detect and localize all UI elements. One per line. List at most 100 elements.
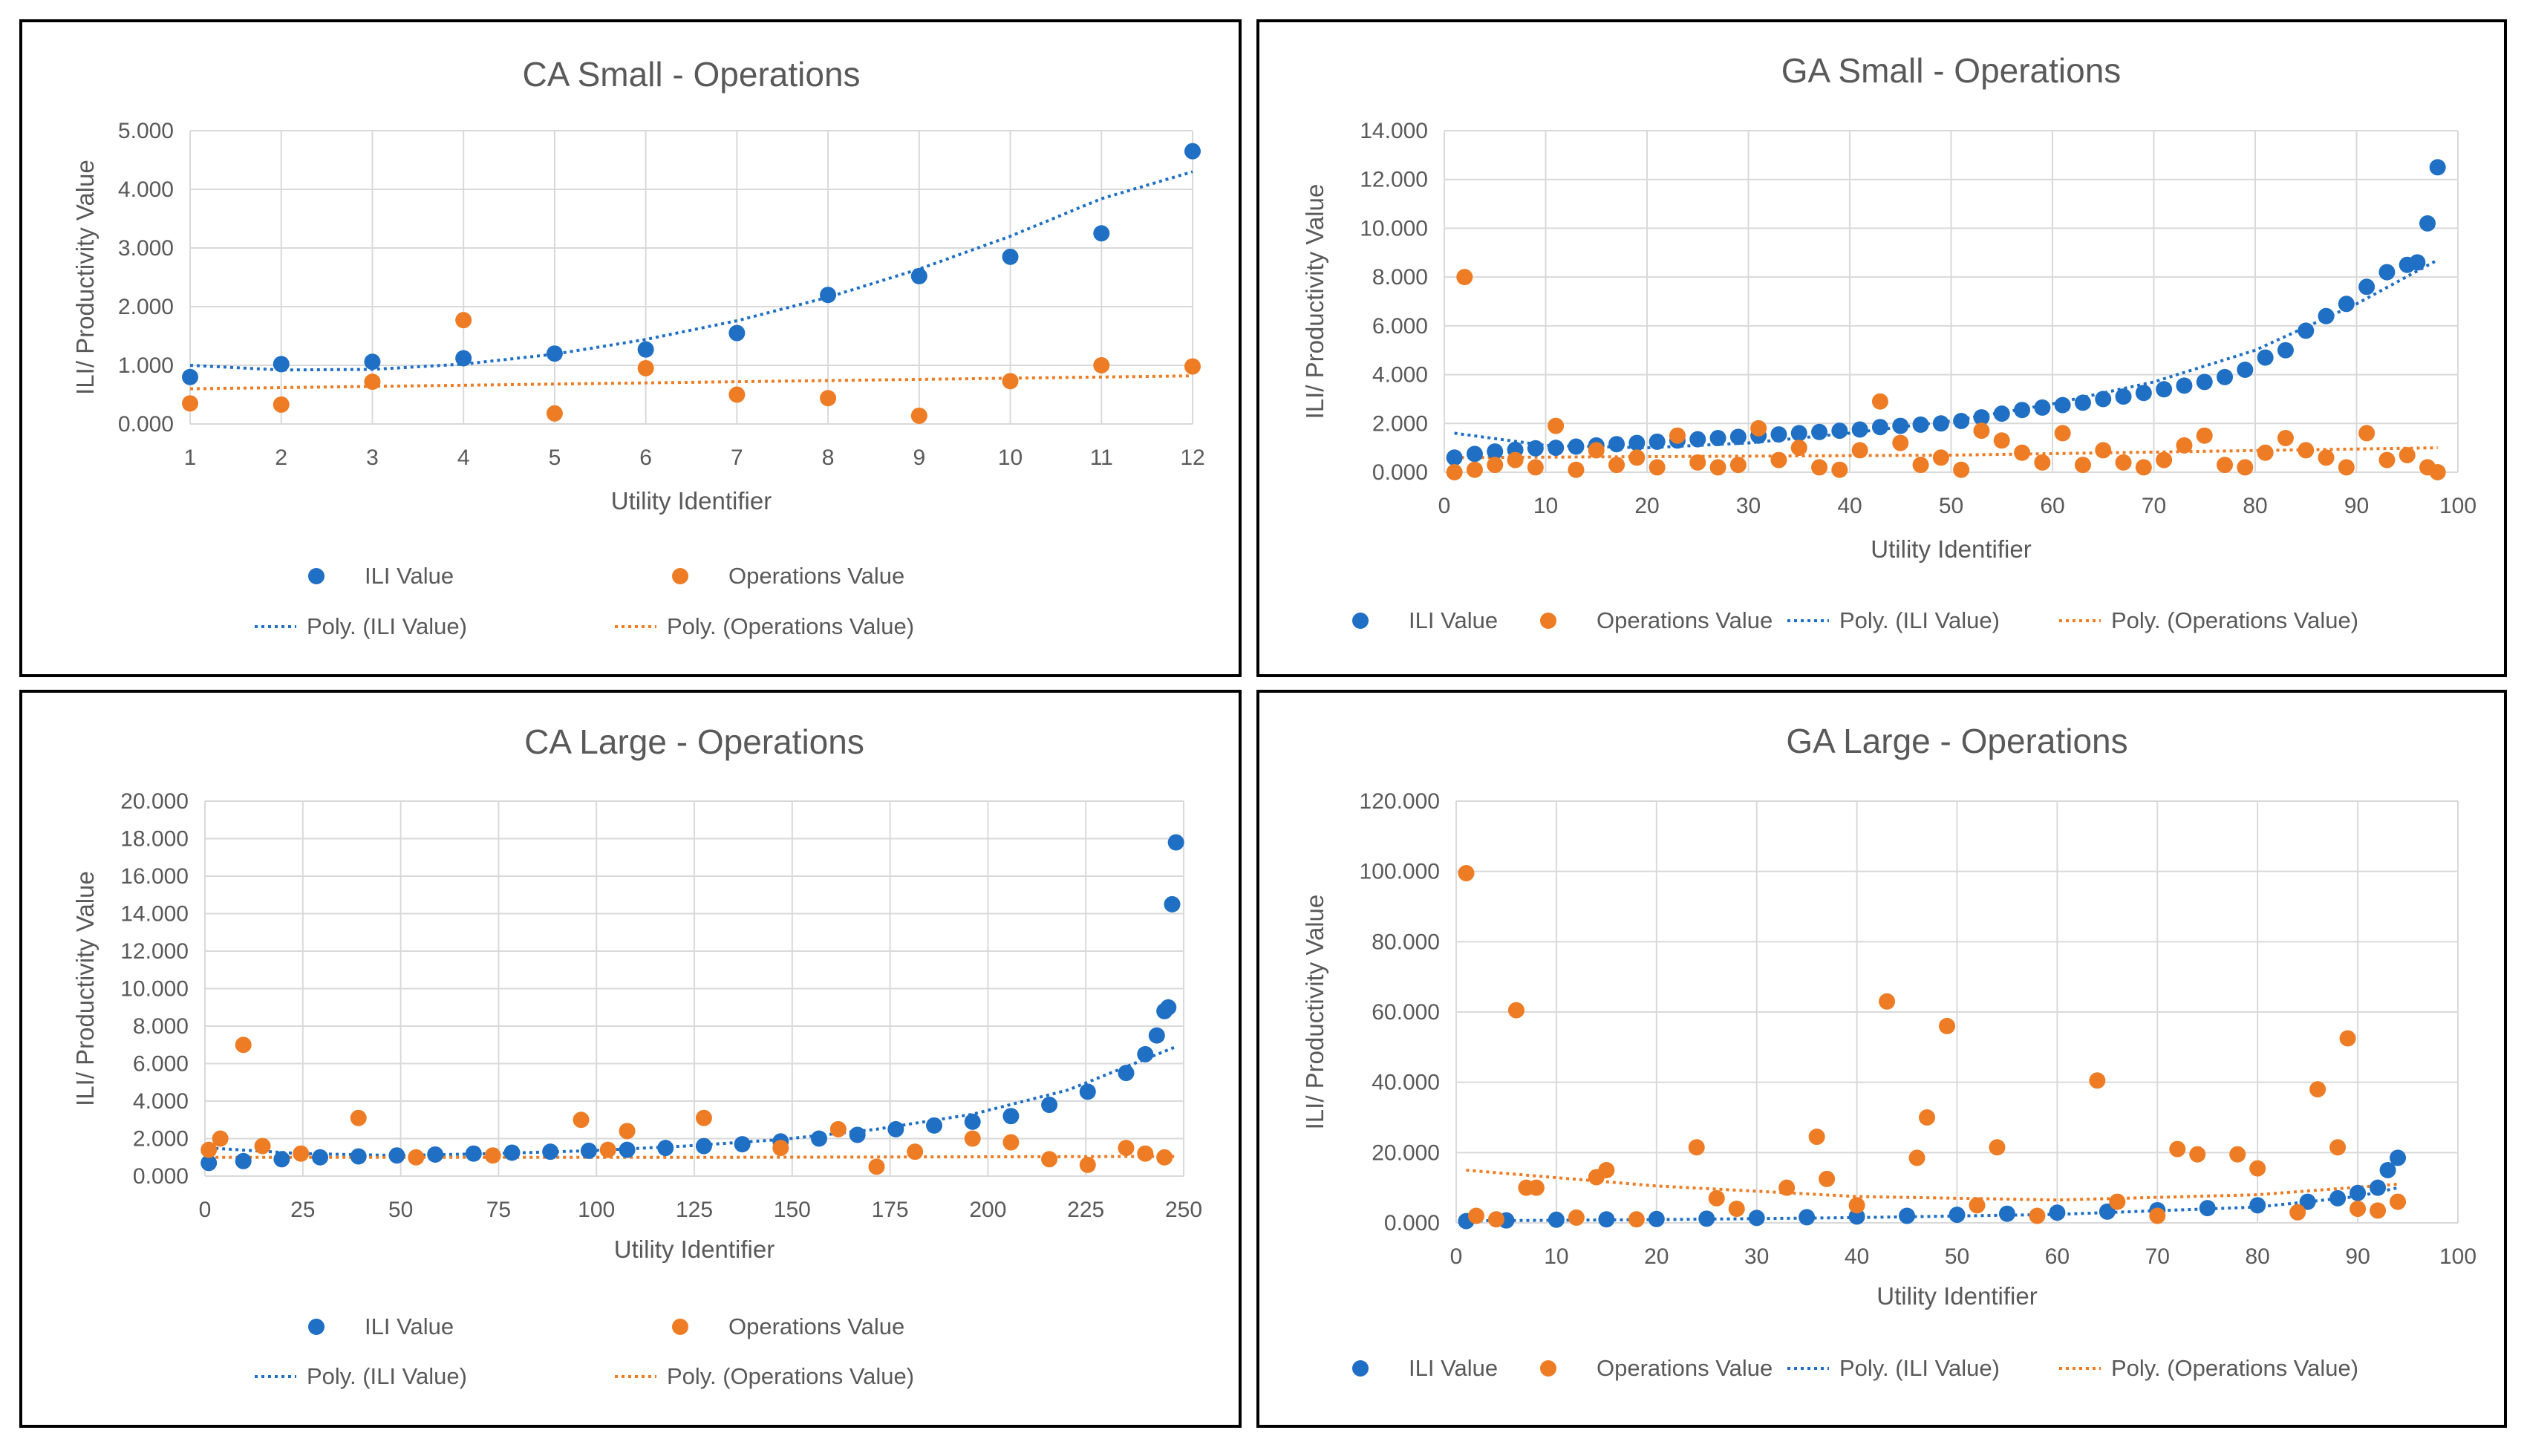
operations-point [2298,442,2315,459]
operations-point [1708,1189,1725,1207]
ili-point [619,1141,636,1158]
ili-point [1608,436,1625,453]
operations-point [1527,1179,1545,1196]
operations-point [1848,1197,1865,1214]
legend-ili-marker [308,568,325,584]
operations-point [1093,357,1110,373]
ili-point [1648,1210,1665,1227]
operations-trendline [189,374,1193,391]
ili-point [1698,1210,1715,1227]
legend-label: Poly. (ILI Value) [307,1363,467,1389]
x-tick-label: 80 [2243,494,2267,518]
ili-point [2074,394,2091,411]
x-tick-label: 11 [1090,445,1113,470]
operations-point [1688,1139,1705,1156]
operations-point [1608,457,1625,474]
ili-point [887,1120,904,1137]
legend-label: Poly. (ILI Value) [307,613,467,639]
operations-point [2217,457,2234,474]
operations-point [599,1141,616,1158]
operations-point [1879,993,1896,1010]
operations-point [829,1120,847,1137]
operations-point [1729,457,1747,474]
operations-point [200,1141,218,1158]
operations-point [273,396,290,413]
operations-point [1184,358,1201,375]
y-tick-label: 2.000 [133,1127,189,1152]
ili-point [2419,215,2436,232]
x-tick-label: 75 [486,1198,511,1222]
ili-point [1148,1027,1165,1044]
operations-point [1790,440,1807,457]
ili-point [820,287,837,304]
ili-point [1799,1209,1816,1226]
y-tick-label: 8.000 [133,1014,189,1039]
ili-point [1093,225,1110,242]
ili-point [695,1137,712,1155]
operations-point [2089,1072,2106,1089]
operations-point [212,1130,229,1147]
ili-point [1949,1207,1966,1224]
chart-svg: GA Large - Operations 0 10 20 30 40 50 60 70 80 90… [1301,722,2476,1381]
ili-point [849,1126,866,1143]
operations-point [637,359,654,376]
y-tick-label: 18.000 [120,827,189,852]
operations-point [364,373,381,391]
operations-point [1079,1156,1096,1173]
ili-point [1002,248,1019,265]
x-tick-label: 10 [998,445,1023,470]
chart-panel-ca-small: CA Small - Operations 1 2 3 4 5 6 7 8 9 10 11 12 0.00… [19,19,1242,677]
operations-point [2318,449,2335,466]
operations-point [2429,464,2446,480]
ili-point [1932,415,1949,432]
ili-point [2237,362,2254,378]
chart-panel-ca-large: CA Large - Operations 0 25 50 75 100 125 150 175… [19,690,1242,1428]
operations-point [2176,437,2193,454]
operations-point [1568,1209,1585,1226]
ili-point [542,1143,559,1160]
operations-point [1628,449,1646,466]
ili-point [1527,440,1544,457]
ili-point [1953,413,1970,429]
legend-operations-marker [1540,1360,1556,1377]
operations-point [2358,425,2375,442]
y-tick-label: 12.000 [1360,168,1428,192]
legend-label: Poly. (Operations Value) [667,613,914,639]
ili-point [2034,399,2051,416]
x-tick-label: 10 [1544,1244,1568,1269]
operations-point [868,1158,885,1175]
y-tick-label: 12.000 [120,939,189,964]
operations-point [455,312,472,329]
ili-point [728,324,746,342]
operations-point [1778,1179,1796,1196]
y-axis-label: ILI/ Productivity Value [71,160,99,395]
operations-point [1669,427,1686,444]
operations-point [619,1123,636,1140]
ili-point [1446,449,1463,466]
ili-point [465,1145,482,1162]
ili-point [1002,1108,1020,1125]
operations-point [1709,459,1726,476]
operations-point [2014,444,2031,461]
ili-point [1848,1208,1865,1225]
x-tick-label: 25 [290,1198,315,1222]
legend-operations-marker [672,1319,688,1335]
x-tick-label: 70 [2145,1244,2170,1269]
y-tick-label: 60.000 [1372,1000,1440,1025]
operations-point [293,1145,310,1162]
ili-point [1790,425,1807,442]
operations-point [1649,459,1666,476]
operations-point [1527,459,1544,476]
y-axis-label: ILI/ Productivity Value [1301,895,1328,1130]
operations-point [1137,1145,1154,1162]
ili-point [312,1149,329,1166]
legend-operations-marker [1540,613,1556,629]
x-tick-label: 70 [2142,494,2166,518]
x-axis-label: Utility Identifier [1876,1282,2037,1310]
operations-point [1953,461,1970,478]
x-tick-label: 50 [1945,1244,1969,1269]
operations-point [2029,1207,2046,1224]
operations-point [1041,1151,1058,1168]
chart-svg: GA Small - Operations 0 10 20 30 40 50 60 70 80 90… [1301,51,2476,633]
